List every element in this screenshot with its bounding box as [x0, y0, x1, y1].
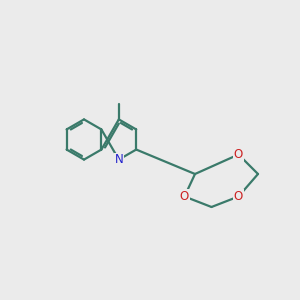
Text: O: O: [234, 190, 243, 203]
Text: O: O: [234, 148, 243, 161]
Text: O: O: [180, 190, 189, 203]
Text: N: N: [114, 153, 123, 166]
